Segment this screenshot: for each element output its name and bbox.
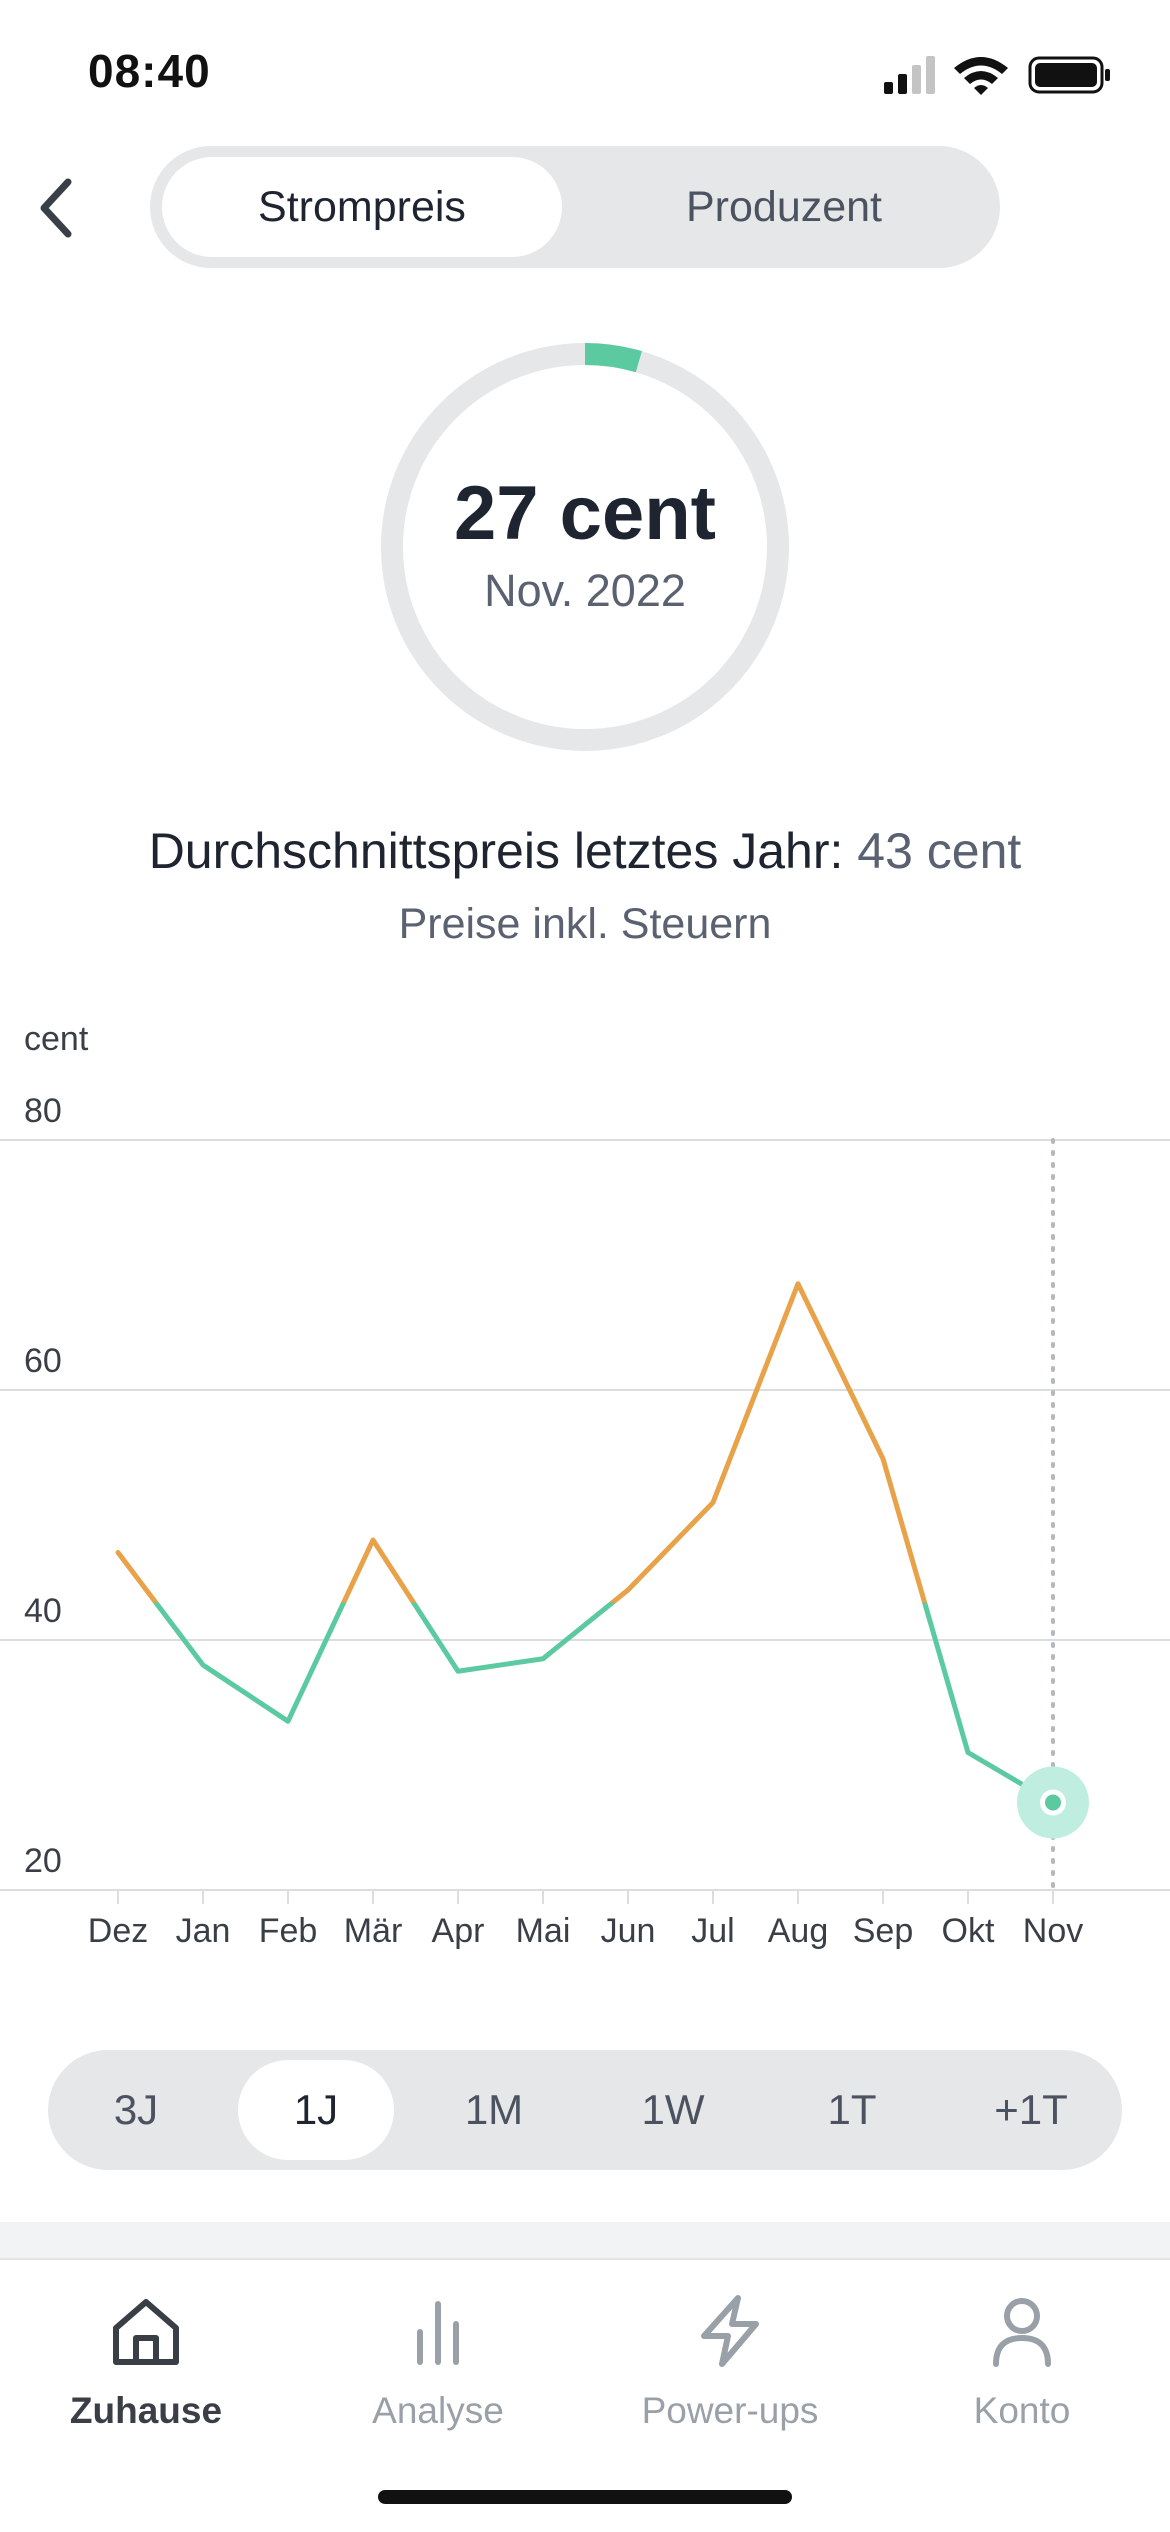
time-range-selector: 3J 1J 1M 1W 1T +1T	[48, 2050, 1122, 2170]
range-1j[interactable]: 1J	[238, 2060, 394, 2160]
tax-note: Preise inkl. Steuern	[398, 900, 772, 948]
x-tick-label: Dez	[88, 1912, 148, 1950]
average-price-label: Durchschnittspreis letztes Jahr:	[148, 823, 844, 879]
tab-bar: Zuhause Analyse Power-ups Konto	[0, 2260, 1170, 2532]
tab-label-power-ups: Power-ups	[641, 2390, 819, 2431]
average-price-value: 43 cent	[857, 823, 1022, 879]
tab-zuhause[interactable]: Zuhause	[0, 2290, 292, 2460]
y-tick-label: 20	[24, 1842, 62, 1880]
range-1t[interactable]: 1T	[827, 2086, 877, 2133]
person-icon	[993, 2298, 1051, 2367]
price-series-line-below	[152, 1602, 1056, 1805]
current-price: 27 cent	[454, 471, 716, 556]
view-segmented-control: Strompreis Produzent	[150, 146, 1000, 268]
section-divider	[0, 2222, 1170, 2260]
y-tick-label: 80	[24, 1092, 62, 1130]
range-plus-1t[interactable]: +1T	[994, 2086, 1068, 2133]
status-bar: 08:40	[0, 0, 1170, 150]
x-tick-label: Feb	[259, 1912, 318, 1950]
gauge-progress	[381, 343, 789, 751]
x-tick-label: Sep	[853, 1912, 914, 1950]
home-icon	[113, 2299, 179, 2365]
tab-label-konto: Konto	[973, 2390, 1071, 2431]
range-3j[interactable]: 3J	[113, 2086, 159, 2133]
price-gauge	[381, 343, 789, 751]
y-tick-label: 40	[24, 1592, 62, 1630]
cellular-signal-icon	[884, 56, 935, 94]
price-series-line-above	[115, 1281, 928, 1603]
average-price-line: Durchschnittspreis letztes Jahr: 43 cent	[0, 822, 1170, 880]
x-tick-label: Aug	[768, 1912, 829, 1950]
x-tick-label: Okt	[942, 1912, 995, 1950]
chevron-left-icon	[40, 178, 72, 238]
y-tick-label: 60	[24, 1342, 62, 1380]
x-tick-label: Jul	[691, 1912, 734, 1950]
y-axis-label: cent	[24, 1020, 89, 1058]
home-indicator	[378, 2490, 792, 2504]
x-tick-label: Nov	[1023, 1912, 1083, 1950]
status-time: 08:40	[88, 45, 211, 97]
battery-icon	[1028, 56, 1110, 94]
range-1w[interactable]: 1W	[641, 2086, 705, 2133]
tab-analyse[interactable]: Analyse	[292, 2290, 584, 2460]
x-tick-label: Mai	[516, 1912, 571, 1950]
wifi-icon	[954, 57, 1008, 95]
x-tick-label: Jan	[176, 1912, 231, 1950]
current-price-date: Nov. 2022	[484, 565, 686, 616]
x-tick-label: Mär	[344, 1912, 403, 1950]
tab-power-ups[interactable]: Power-ups	[584, 2290, 876, 2460]
bar-chart-icon	[417, 2301, 459, 2365]
back-button[interactable]	[18, 168, 98, 248]
status-icons	[884, 56, 1110, 95]
tab-konto[interactable]: Konto	[876, 2290, 1168, 2460]
price-line-chart[interactable]: cent 80 60 40 20 Dez Jan Feb Mär Apr Mai Jun Jul Au…	[0, 1010, 1170, 1950]
x-tick-label: Apr	[432, 1912, 485, 1950]
selected-point[interactable]	[1045, 1794, 1061, 1811]
range-1m[interactable]: 1M	[464, 2086, 524, 2133]
tab-label-analyse: Analyse	[372, 2390, 504, 2431]
lightning-icon	[701, 2295, 759, 2367]
segment-produzent[interactable]: Produzent	[685, 182, 883, 231]
x-tick-label: Jun	[601, 1912, 656, 1950]
segment-strompreis[interactable]: Strompreis	[162, 157, 562, 257]
tab-label-zuhause: Zuhause	[69, 2390, 223, 2431]
